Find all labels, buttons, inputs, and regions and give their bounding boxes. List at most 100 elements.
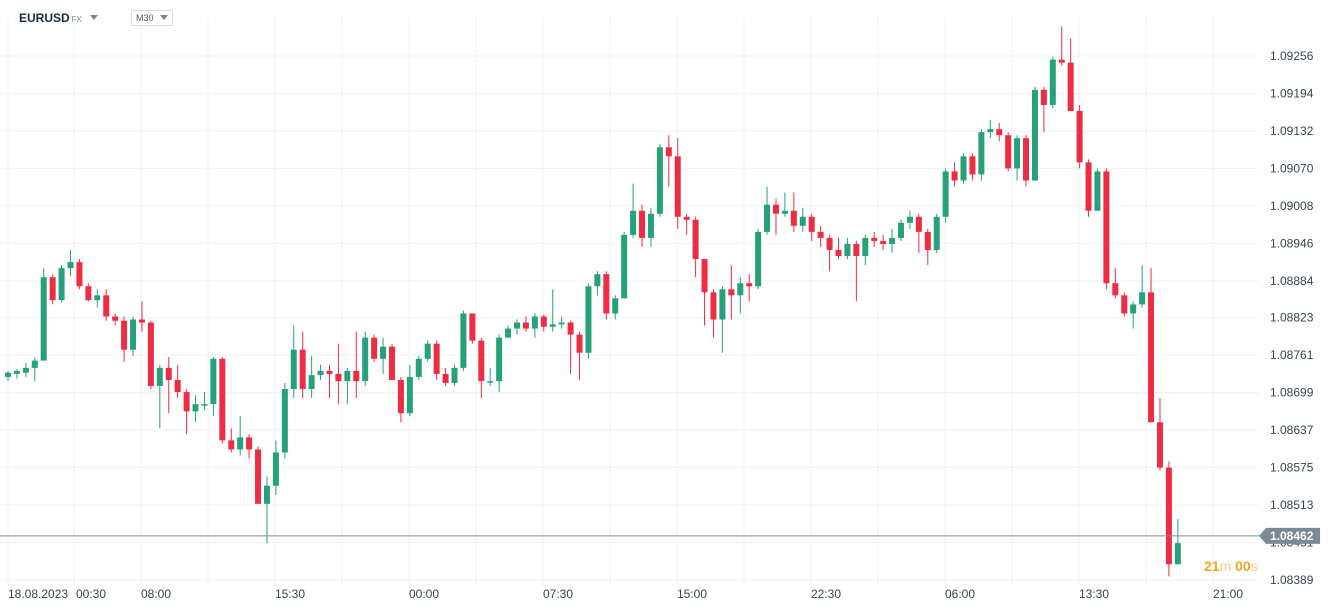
candle	[996, 123, 1003, 142]
candle	[397, 376, 404, 423]
candle-body	[201, 404, 208, 406]
timer-minutes-unit: m	[1219, 558, 1232, 574]
candle	[344, 367, 351, 405]
candle	[210, 356, 217, 417]
price-axis: 1.09256 1.09194 1.09132 1.09070 1.09008 1.089…	[1270, 49, 1314, 587]
candle-body	[67, 262, 74, 269]
candle	[835, 237, 842, 260]
candle-body	[737, 283, 744, 296]
candle-body	[603, 274, 610, 314]
symbol-selector[interactable]: EURUSD FX	[19, 11, 98, 25]
candle-body	[362, 337, 369, 382]
x-tick-label: 08:00	[141, 587, 171, 601]
y-tick-label: 1.08946	[1270, 236, 1314, 250]
candle-body	[85, 286, 92, 301]
y-tick-label: 1.08389	[1270, 573, 1314, 587]
candle-body	[40, 277, 47, 361]
candle	[656, 144, 663, 217]
candle	[612, 295, 619, 320]
candle	[22, 363, 29, 377]
timeframe-selector[interactable]: M30	[131, 10, 173, 26]
candle	[621, 231, 628, 299]
timeframe-label: M30	[136, 13, 154, 23]
candle	[1023, 135, 1030, 187]
candle-body	[272, 452, 279, 486]
candle-body	[772, 204, 779, 214]
candle-body	[1112, 283, 1119, 296]
candle	[853, 240, 860, 302]
candle	[987, 120, 994, 139]
candle-body	[299, 349, 306, 390]
candle-body	[147, 322, 154, 386]
candle	[889, 228, 896, 254]
candle-body	[701, 259, 708, 293]
candle-body	[1014, 138, 1021, 169]
candle-body	[371, 337, 378, 359]
candle	[978, 129, 985, 181]
y-tick-label: 1.08637	[1270, 423, 1314, 437]
chart-toolbar: EURUSD FX M30	[0, 0, 1331, 34]
candle	[1165, 461, 1172, 577]
y-tick-label: 1.08575	[1270, 461, 1314, 475]
candle-body	[630, 210, 637, 235]
candle	[496, 334, 503, 393]
candle-body	[13, 370, 20, 374]
candle-body	[219, 358, 226, 441]
candle-body	[1139, 292, 1146, 305]
candle-body	[683, 216, 690, 220]
candle-body	[1121, 295, 1128, 314]
candle	[764, 186, 771, 235]
y-tick-label: 1.08884	[1270, 274, 1314, 288]
candle	[263, 476, 270, 544]
candle	[183, 389, 190, 435]
candle	[1058, 26, 1065, 66]
current-price-marker: 1.08462	[0, 527, 1320, 544]
candle-body	[853, 243, 860, 257]
y-tick-label: 1.09194	[1270, 86, 1314, 100]
candle	[790, 192, 797, 232]
candle	[138, 301, 145, 332]
candle-body	[1005, 135, 1012, 169]
timer-seconds-unit: s	[1250, 558, 1258, 574]
x-tick-label: 07:30	[543, 587, 573, 601]
x-tick-label: 06:00	[945, 587, 975, 601]
candle	[201, 392, 208, 411]
candle	[817, 225, 824, 247]
candle-body	[719, 289, 726, 320]
candle-body	[76, 262, 83, 287]
x-tick-label: 15:00	[677, 587, 707, 601]
candle-body	[183, 392, 190, 412]
candle	[719, 286, 726, 353]
candle-body	[951, 171, 958, 181]
candle-body	[237, 437, 244, 450]
candle	[915, 213, 922, 254]
candle	[380, 337, 387, 374]
candle-body	[415, 358, 422, 377]
candle-body	[469, 313, 476, 341]
x-tick-label: 00:30	[76, 587, 106, 601]
candle	[1094, 168, 1101, 211]
candle	[844, 237, 851, 260]
candle	[531, 313, 538, 338]
candle-body	[781, 210, 788, 214]
candle	[540, 314, 547, 332]
candle	[728, 265, 735, 320]
candle	[969, 153, 976, 181]
candle	[308, 355, 315, 399]
candle-body	[871, 237, 878, 241]
candle	[442, 367, 449, 386]
time-axis: 18.08.2023 00:30 08:00 15:30 00:00 07:30 15:00…	[8, 587, 1243, 601]
candle-body	[49, 277, 56, 301]
candle-body	[978, 132, 985, 175]
candle	[362, 331, 369, 386]
candle-body	[31, 360, 38, 368]
candle-body	[1076, 110, 1083, 163]
candle-body	[612, 298, 619, 314]
candle-body	[790, 210, 797, 226]
timer-seconds: 00	[1235, 558, 1251, 574]
candle-body	[174, 379, 181, 393]
candle-body	[987, 129, 994, 133]
candle-body	[969, 156, 976, 175]
candle-body	[406, 376, 413, 414]
